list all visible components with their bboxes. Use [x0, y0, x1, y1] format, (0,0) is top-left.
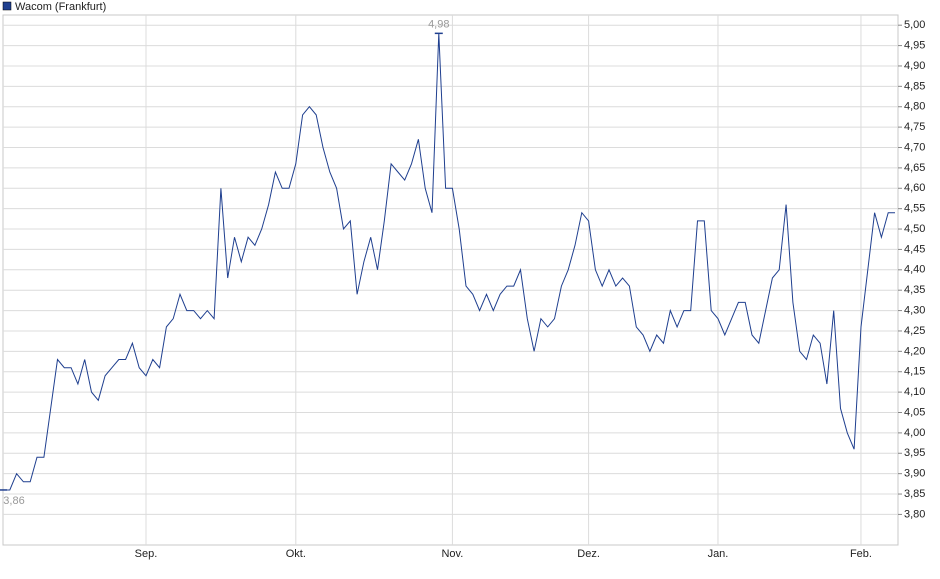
- y-tick-label: 5,00: [904, 19, 925, 31]
- y-tick-label: 3,95: [904, 447, 925, 459]
- y-tick-label: 3,85: [904, 488, 925, 500]
- y-tick-label: 4,25: [904, 325, 925, 337]
- y-tick-label: 4,45: [904, 243, 925, 255]
- legend-label: Wacom (Frankfurt): [15, 1, 106, 13]
- y-tick-label: 4,40: [904, 264, 925, 276]
- y-tick-label: 4,50: [904, 223, 925, 235]
- y-tick-label: 4,05: [904, 406, 925, 418]
- y-tick-label: 4,80: [904, 101, 925, 113]
- x-tick-label: Jan.: [708, 548, 729, 560]
- y-tick-label: 4,95: [904, 39, 925, 51]
- y-tick-label: 4,10: [904, 386, 925, 398]
- annotation-label: 4,98: [428, 18, 449, 30]
- y-tick-label: 4,15: [904, 366, 925, 378]
- y-tick-label: 4,85: [904, 80, 925, 92]
- y-tick-label: 4,00: [904, 427, 925, 439]
- legend-swatch: [2, 1, 12, 11]
- x-tick-label: Sep.: [135, 548, 158, 560]
- y-tick-label: 4,60: [904, 182, 925, 194]
- y-tick-label: 4,90: [904, 60, 925, 72]
- x-tick-label: Okt.: [286, 548, 306, 560]
- y-tick-label: 4,30: [904, 304, 925, 316]
- y-tick-label: 4,55: [904, 203, 925, 215]
- price-line: [3, 33, 895, 491]
- annotation-label: 3,86: [3, 495, 24, 507]
- y-tick-label: 4,75: [904, 121, 925, 133]
- x-tick-label: Dez.: [577, 548, 600, 560]
- x-tick-label: Nov.: [441, 548, 463, 560]
- y-tick-label: 4,70: [904, 141, 925, 153]
- x-tick-label: Feb.: [850, 548, 872, 560]
- y-tick-label: 3,90: [904, 468, 925, 480]
- y-tick-label: 3,80: [904, 508, 925, 520]
- y-tick-label: 4,35: [904, 284, 925, 296]
- plot-frame: [2, 14, 899, 546]
- y-tick-label: 4,65: [904, 162, 925, 174]
- y-tick-label: 4,20: [904, 345, 925, 357]
